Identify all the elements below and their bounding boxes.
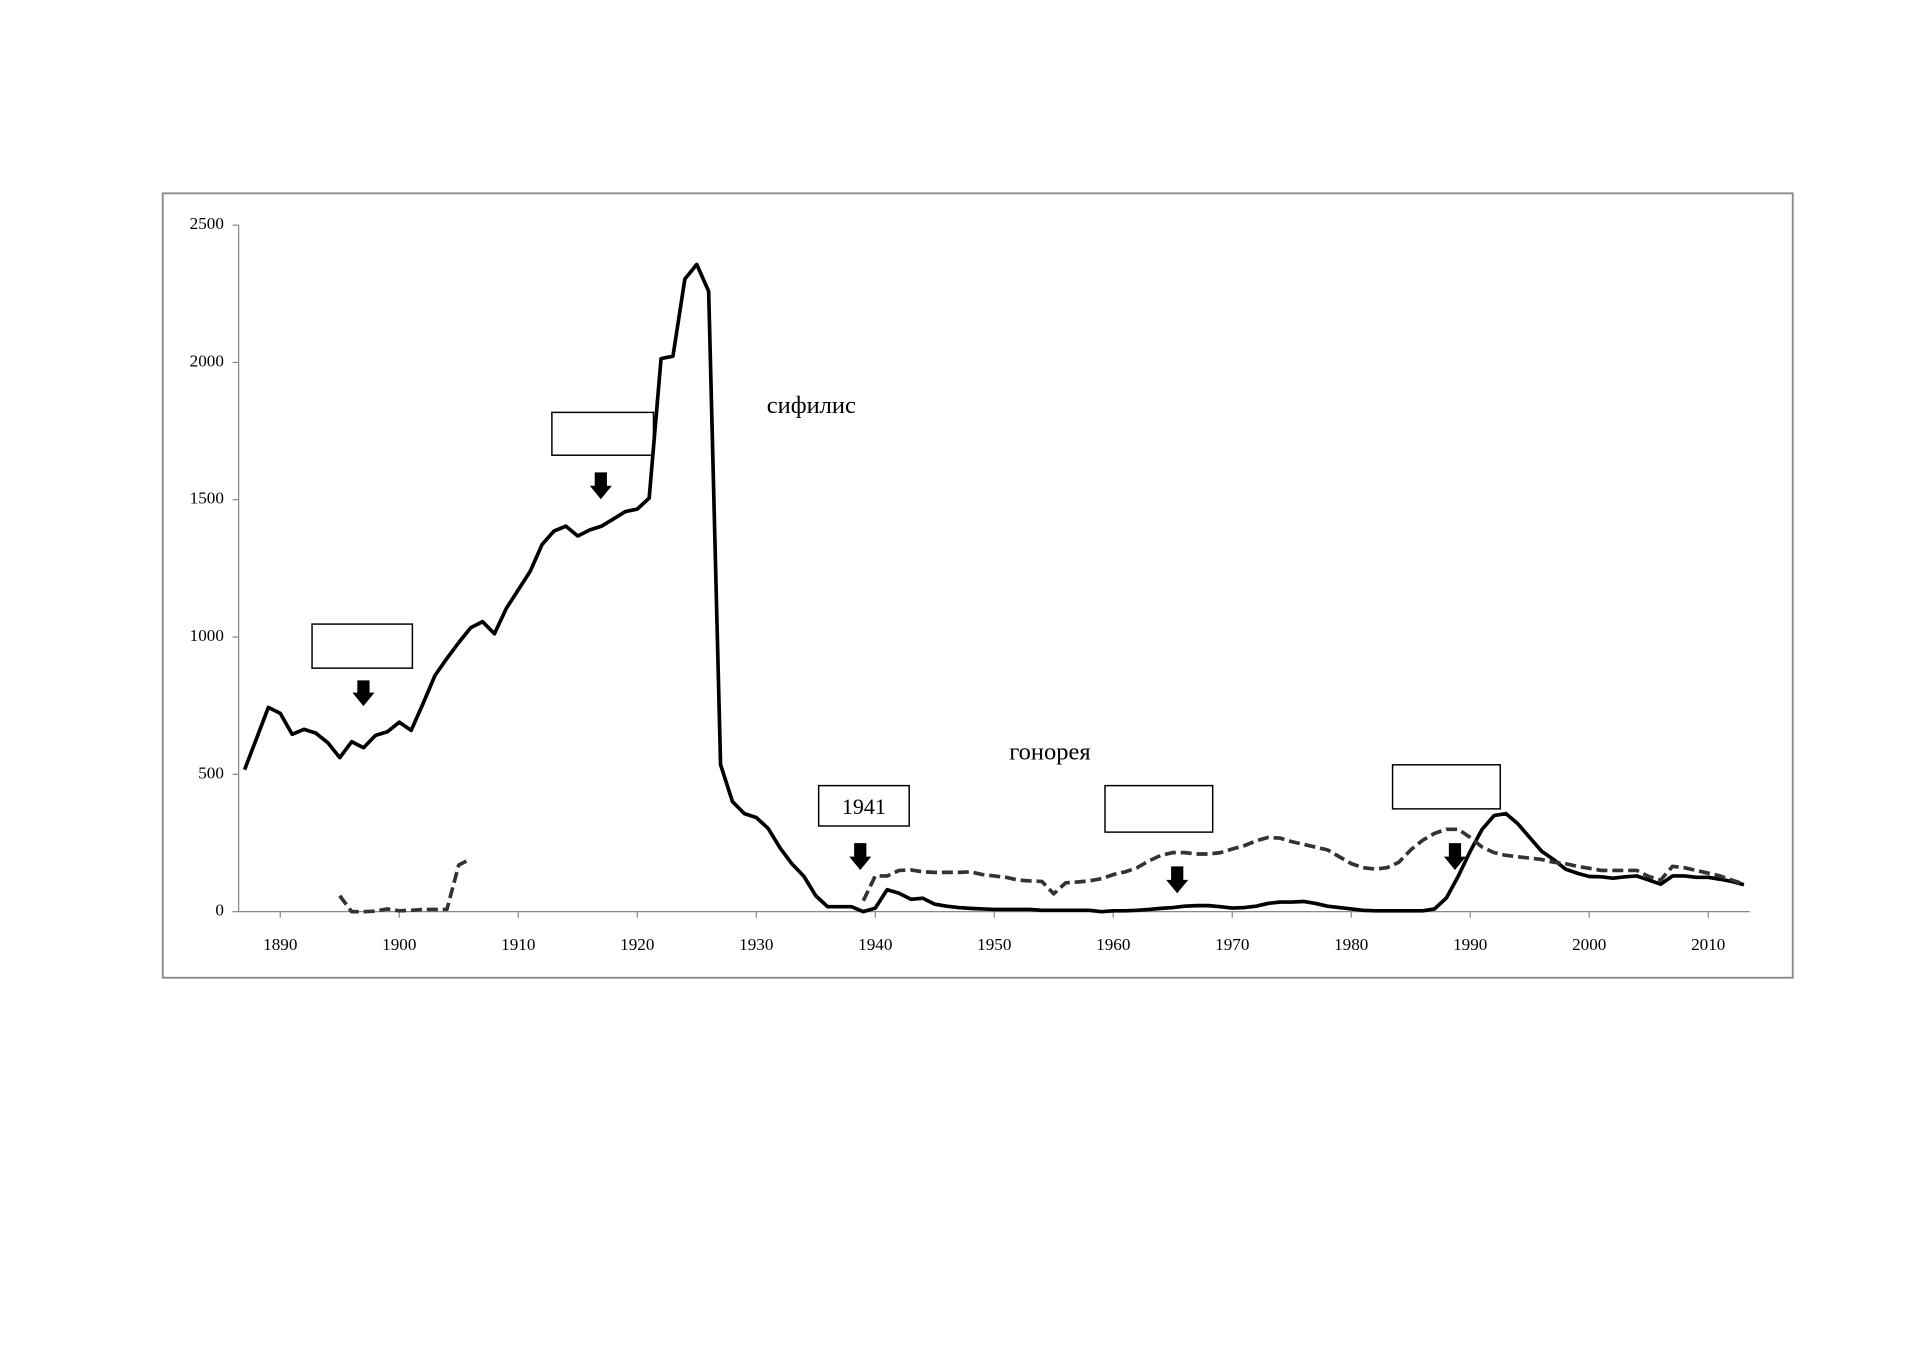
annotation: 1941 (842, 794, 886, 819)
y-tick-label: 1000 (190, 626, 224, 645)
arrow (849, 843, 872, 871)
x-tick-label: 1970 (1215, 935, 1249, 954)
arrow (1166, 866, 1189, 894)
x-tick-label: 1950 (977, 935, 1011, 954)
annotation-box (311, 623, 414, 669)
y-tick-label: 0 (215, 901, 224, 920)
y-tick-label: 2500 (190, 214, 224, 233)
x-tick-label: 2000 (1572, 935, 1606, 954)
x-tick-label: 1900 (382, 935, 416, 954)
annotation: гонорея (1009, 738, 1090, 765)
annotation: сифилис (767, 392, 856, 419)
x-tick-label: 1890 (263, 935, 297, 954)
series-line (242, 262, 1745, 914)
series-line (338, 827, 1745, 914)
x-tick-label: 1930 (739, 935, 773, 954)
annotation-box (1104, 784, 1214, 833)
y-tick-label: 2000 (190, 351, 224, 370)
y-tick-label: 500 (198, 763, 224, 782)
x-tick-label: 1940 (858, 935, 892, 954)
chart-frame (161, 192, 1794, 979)
x-tick-label: 1980 (1334, 935, 1368, 954)
arrows (352, 472, 1466, 894)
arrow (352, 680, 375, 707)
x-tick-label: 1920 (620, 935, 654, 954)
annotation-box (1391, 764, 1501, 810)
x-tick-label: 1910 (501, 935, 535, 954)
y-tick-label: 1500 (190, 489, 224, 508)
annotation-boxes (311, 411, 1501, 833)
chart-area: сифилис гонорея 1941 0 500 1000 1500 2000 250… (161, 192, 1794, 979)
annotation-box (817, 784, 910, 827)
x-tick-label: 2010 (1691, 935, 1725, 954)
annotation-box (551, 411, 655, 456)
x-tick-label: 1960 (1096, 935, 1130, 954)
x-tick-label: 1990 (1453, 935, 1487, 954)
arrow (589, 472, 612, 500)
